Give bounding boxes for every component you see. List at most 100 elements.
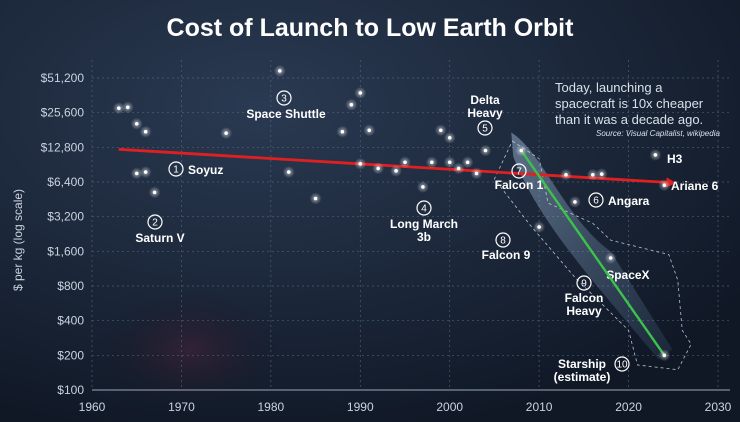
point-core xyxy=(134,171,139,176)
point-core xyxy=(465,160,470,165)
number-badge-text: 8 xyxy=(500,236,506,247)
data-point xyxy=(461,156,474,169)
labeled-data-point xyxy=(139,166,152,179)
point-core xyxy=(438,128,443,133)
number-badge-text: 1 xyxy=(173,165,179,176)
point-label-group: H3 xyxy=(667,152,683,166)
data-point xyxy=(586,168,599,181)
x-axis-ticks: 1960 1970 1980 1990 2000 2010 2020 2030 xyxy=(79,400,732,414)
point-core xyxy=(125,105,130,110)
point-label-group: 3 Space Shuttle xyxy=(246,90,326,121)
point-label-text: Saturn V xyxy=(135,231,184,245)
point-core xyxy=(340,129,345,134)
point-label-text: Ariane 6 xyxy=(671,179,719,193)
point-label-group: 1 Soyuz xyxy=(168,161,223,177)
point-core xyxy=(447,135,452,140)
data-point xyxy=(399,156,411,169)
point-label-text: H3 xyxy=(667,152,683,166)
data-point xyxy=(121,101,134,114)
y-tick-label: $6,400 xyxy=(47,175,84,189)
point-core xyxy=(134,121,139,126)
data-point xyxy=(345,98,358,111)
labeled-data-point xyxy=(273,64,286,77)
point-core xyxy=(537,225,541,229)
data-point xyxy=(309,192,322,205)
labeled-data-point xyxy=(148,186,161,199)
x-tick-label: 1980 xyxy=(258,400,285,414)
labeled-data-point xyxy=(649,148,662,161)
point-core xyxy=(662,353,667,358)
data-point xyxy=(443,131,456,144)
y-tick-label: $12,800 xyxy=(41,140,85,154)
point-labels: 1 Soyuz 2 Saturn V 3 Space Shuttle 4 Long March… xyxy=(135,90,719,384)
data-point xyxy=(130,167,143,180)
labeled-data-point xyxy=(658,349,671,362)
point-label-text: Heavy xyxy=(467,106,503,120)
point-label-text: Angara xyxy=(608,194,650,208)
y-tick-label: $1,600 xyxy=(47,244,84,258)
point-label-text: Starship xyxy=(558,357,606,371)
y-tick-label: $100 xyxy=(57,383,84,397)
labeled-data-point xyxy=(479,144,492,157)
data-point xyxy=(595,168,608,181)
number-badge xyxy=(276,90,292,106)
point-label-text: 3b xyxy=(417,230,431,244)
point-core xyxy=(376,166,380,171)
planet-decoration xyxy=(100,290,280,410)
point-core xyxy=(403,160,407,165)
data-point xyxy=(372,162,385,175)
x-tick-label: 2000 xyxy=(436,400,463,414)
point-label-text: Delta xyxy=(470,93,500,107)
number-badge xyxy=(576,275,592,291)
data-point xyxy=(130,117,143,130)
number-badge-text: 3 xyxy=(281,94,287,105)
data-point xyxy=(354,157,367,170)
data-point xyxy=(354,86,367,99)
point-core xyxy=(591,172,595,177)
point-label-text: Heavy xyxy=(566,304,602,318)
data-point xyxy=(434,124,447,137)
x-tick-label: 2030 xyxy=(705,400,732,414)
data-point xyxy=(220,127,233,140)
y-axis-ticks: $51,200 $25,600 $12,800 $6,400 $3,200 $1,600 $… xyxy=(41,71,85,397)
data-point xyxy=(443,156,456,169)
number-badge-text: 10 xyxy=(616,360,628,371)
point-core xyxy=(143,129,148,134)
number-badge-text: 7 xyxy=(516,167,522,178)
point-core xyxy=(358,91,363,95)
point-core xyxy=(358,162,363,166)
x-tick-label: 2010 xyxy=(526,400,553,414)
data-point xyxy=(336,125,349,138)
point-core xyxy=(394,169,398,173)
point-core xyxy=(349,102,354,107)
green-trend-line xyxy=(520,149,666,357)
data-point xyxy=(470,167,483,180)
point-label-group: 6 Angara xyxy=(588,192,650,208)
labeled-data-point xyxy=(515,144,528,157)
data-point xyxy=(139,125,152,138)
point-core xyxy=(367,128,372,133)
point-core xyxy=(456,166,461,171)
annotation-line-2: spacecraft is 10x cheaper xyxy=(555,96,704,111)
annotation-text: Today, launching a spacecraft is 10x che… xyxy=(555,80,707,127)
point-core xyxy=(599,172,604,176)
point-core xyxy=(143,170,148,174)
data-point xyxy=(425,156,438,169)
labeled-data-point xyxy=(533,221,546,234)
labeled-data-point xyxy=(416,180,429,193)
x-tick-label: 2020 xyxy=(615,400,642,414)
point-label-group: Ariane 6 xyxy=(671,179,719,193)
point-label-group: 10 Starship(estimate) xyxy=(554,356,630,384)
point-label-text: Falcon 9 xyxy=(482,248,531,262)
number-badge-text: 6 xyxy=(593,196,599,207)
data-point xyxy=(452,162,465,175)
number-badge xyxy=(416,200,432,216)
number-badge xyxy=(511,163,527,179)
source-note: Source: Visual Capitalist, wikipedia xyxy=(596,129,720,138)
data-point xyxy=(559,168,572,181)
